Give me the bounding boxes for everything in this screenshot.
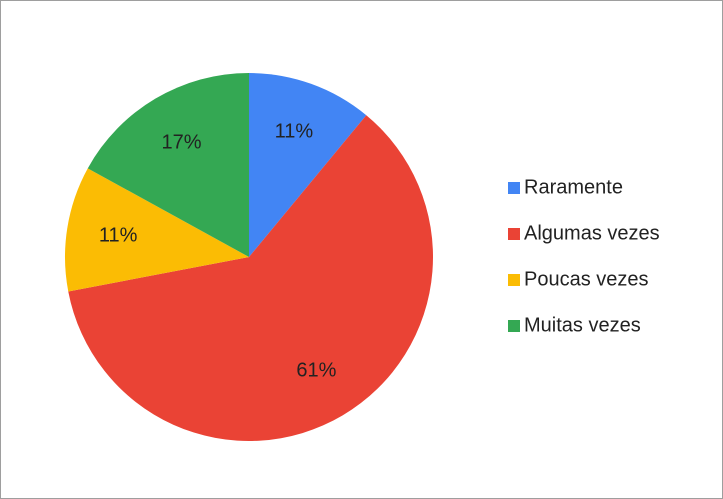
data-label: 17%	[162, 131, 202, 153]
data-label: 11%	[99, 225, 138, 247]
legend-swatch	[508, 228, 520, 240]
pie-slice	[65, 168, 249, 292]
legend-swatch	[508, 274, 520, 286]
legend-label: Poucas vezes	[524, 268, 649, 290]
legend-label: Muitas vezes	[524, 314, 641, 336]
legend-swatch	[508, 182, 520, 194]
data-label: 61%	[296, 359, 336, 381]
data-label: 11%	[275, 121, 314, 143]
legend-label: Algumas vezes	[524, 222, 660, 244]
pie-slice	[87, 73, 249, 257]
pie-slice	[68, 115, 434, 442]
legend-label: Raramente	[524, 176, 623, 198]
pie-slice	[249, 73, 367, 257]
legend-swatch	[508, 320, 520, 332]
